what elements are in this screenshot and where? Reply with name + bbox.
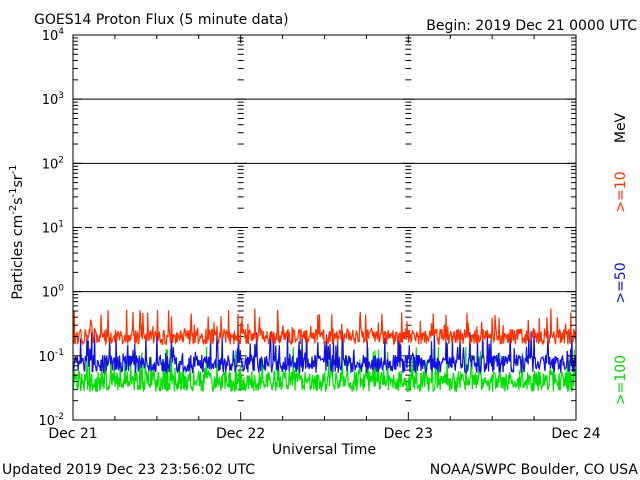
y-axis: 10-2 10-1 100 101 102 103 104 — [38, 27, 576, 429]
x-axis-label: Universal Time — [272, 442, 376, 458]
y-tick-label: 102 — [42, 155, 64, 172]
y-tick-label: 104 — [42, 27, 65, 44]
y-axis-label: Particles cm-2s-1sr-1 — [8, 164, 26, 299]
x-tick-label: Dec 21 — [48, 426, 97, 442]
series-lines — [72, 308, 577, 393]
chart-title: GOES14 Proton Flux (5 minute data) — [34, 12, 289, 28]
begin-label: Begin: 2019 Dec 21 0000 UTC — [426, 18, 637, 34]
x-tick-label: Dec 23 — [384, 426, 433, 442]
footer-updated: Updated 2019 Dec 23 23:56:02 UTC — [2, 462, 255, 478]
x-tick-label: Dec 24 — [551, 426, 600, 442]
y-tick-label: 100 — [42, 284, 65, 301]
series-line-ge50 — [72, 330, 577, 375]
footer-source: NOAA/SWPC Boulder, CO USA — [430, 462, 639, 478]
y-tick-label: 10-2 — [38, 412, 64, 429]
series-line-ge100 — [72, 346, 577, 393]
y-tick-label: 10-1 — [38, 348, 64, 365]
gridlines — [73, 98, 576, 293]
legend-label-50: >=50 — [613, 262, 629, 303]
y-tick-label: 101 — [42, 220, 64, 237]
x-axis: Dec 21 Dec 22 Dec 23 Dec 24 — [48, 35, 601, 442]
y-tick-label: 103 — [42, 91, 64, 108]
legend-label-100: >=100 — [613, 355, 629, 405]
unit-label-mev: MeV — [613, 112, 629, 143]
x-tick-label: Dec 22 — [216, 426, 265, 442]
series-line-ge10 — [72, 308, 577, 346]
legend-label-10: >=10 — [613, 171, 629, 212]
